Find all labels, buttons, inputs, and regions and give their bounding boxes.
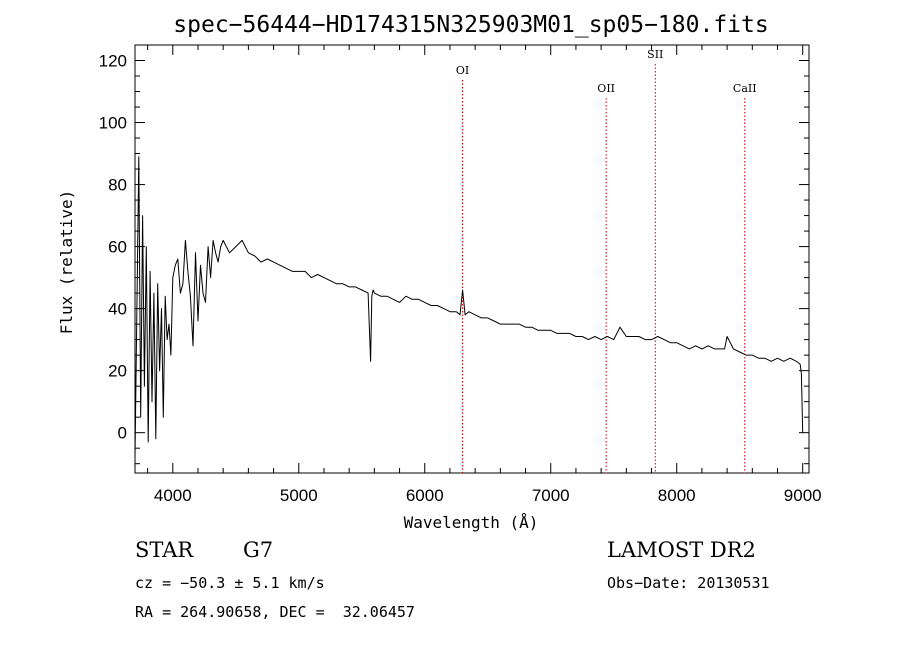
x-tick-label: 8000 [658, 486, 696, 505]
y-tick-label: 80 [108, 176, 127, 195]
y-tick-label: 0 [118, 424, 127, 443]
observation-date: Obs−Date: 20130531 [607, 574, 770, 592]
plot-frame-border [134, 44, 810, 474]
y-tick-label: 40 [108, 300, 127, 319]
y-tick-label: 120 [99, 52, 127, 71]
spectral-line-label: CaII [733, 82, 757, 95]
coordinates: RA = 264.90658, DEC = 32.06457 [135, 603, 415, 621]
y-tick-label: 20 [108, 362, 127, 381]
y-tick-label: 60 [108, 238, 127, 257]
y-axis-label: Flux (relative) [57, 190, 76, 335]
y-tick-label: 100 [99, 114, 127, 133]
object-subclass: G7 [243, 538, 274, 562]
spectral-line-label: SII [647, 48, 663, 61]
spectral-line-label: OII [597, 82, 615, 95]
x-tick-label: 7000 [532, 486, 570, 505]
plot-area: 4000 5000 6000 7000 8000 9000 0 20 40 60 80 100 120 O… [99, 44, 822, 505]
spectral-line-label: OI [456, 64, 469, 77]
x-tick-label: 5000 [280, 486, 318, 505]
x-axis-label: Wavelength (Å) [404, 513, 539, 532]
spectrum-chart: spec−56444−HD174315N325903M01_sp05−180.f… [57, 12, 822, 532]
survey-name: LAMOST DR2 [607, 538, 756, 562]
x-tick-label: 9000 [784, 486, 822, 505]
x-tick-label: 6000 [406, 486, 444, 505]
object-type: STAR [135, 538, 194, 562]
x-tick-label: 4000 [154, 486, 192, 505]
spectrum-line [134, 156, 804, 458]
chart-title: spec−56444−HD174315N325903M01_sp05−180.f… [173, 12, 768, 38]
redshift-cz: cz = −50.3 ± 5.1 km/s [135, 574, 325, 592]
